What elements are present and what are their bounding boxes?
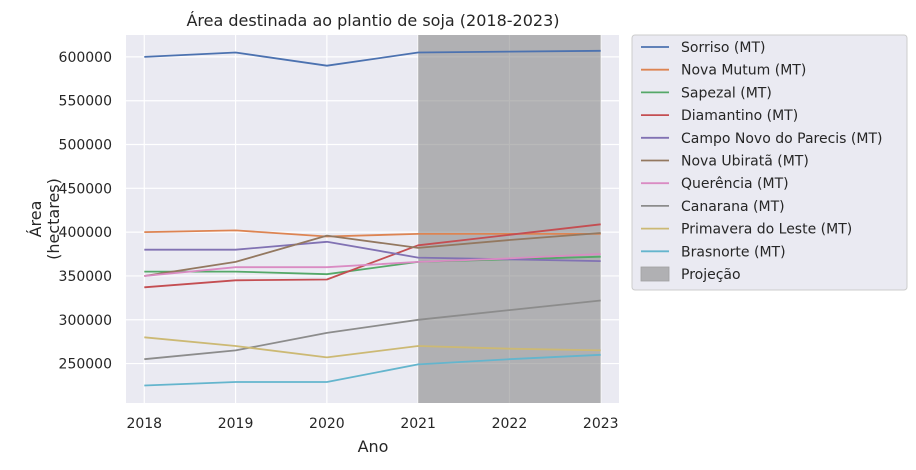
legend-swatch-projection [640,266,670,282]
x-tick-label: 2019 [218,416,254,432]
y-tick-label: 500000 [59,138,112,154]
series-line [144,353,601,387]
legend-entry: Sapezal (MT) [681,85,772,101]
series-line [144,336,601,359]
y-tick-label: 400000 [59,225,112,241]
x-tick-label: 2018 [126,416,162,432]
legend-entry: Nova Mutum (MT) [681,63,806,79]
legend-entry: Primavera do Leste (MT) [681,222,852,238]
y-axis-label-line-2: (hectares) [44,178,63,260]
legend-entry: Brasnorte (MT) [681,244,786,260]
legend-frame [631,34,908,291]
x-tick-label: 2022 [492,416,528,432]
x-tick-label: 2020 [309,416,345,432]
series-line [144,299,601,361]
legend-entry: Sorriso (MT) [681,40,765,56]
series-line [144,253,601,277]
x-tick-label: 2023 [583,416,619,432]
y-tick-label: 250000 [59,357,112,373]
chart-title: Área destinada ao plantio de soja (2018-… [186,11,559,30]
legend: Sorriso (MT) Nova Mutum (MT) Sapezal (MT) D… [631,34,908,291]
legend-entry: Nova Ubiratã (MT) [681,154,809,170]
y-axis-label-line-1: Área [26,201,45,238]
projection-band [418,35,601,403]
x-tick-label: 2021 [400,416,436,432]
legend-entry-projection: Projeção [681,267,741,283]
y-tick-label: 300000 [59,313,112,329]
series-lines [144,49,601,387]
x-axis-ticks: 2018 2019 2020 2021 2022 2023 [126,416,618,432]
y-tick-label: 350000 [59,269,112,285]
y-axis-label: Área (hectares) [26,178,63,260]
x-axis-label: Ano [358,437,389,456]
legend-entry: Querência (MT) [681,176,789,192]
series-line [144,240,601,262]
series-line [144,232,601,277]
y-tick-label: 600000 [59,50,112,66]
legend-items: Sorriso (MT) Nova Mutum (MT) Sapezal (MT) D… [640,40,882,283]
y-tick-label: 550000 [59,94,112,110]
y-axis-ticks: 250000 300000 350000 400000 450000 500000 5500… [59,50,112,373]
series-line [144,49,601,67]
legend-entry: Diamantino (MT) [681,108,798,124]
y-tick-label: 450000 [59,181,112,197]
plot-area [126,35,619,403]
series-line [144,223,601,289]
legend-entry: Campo Novo do Parecis (MT) [681,131,882,147]
legend-entry: Canarana (MT) [681,199,785,215]
